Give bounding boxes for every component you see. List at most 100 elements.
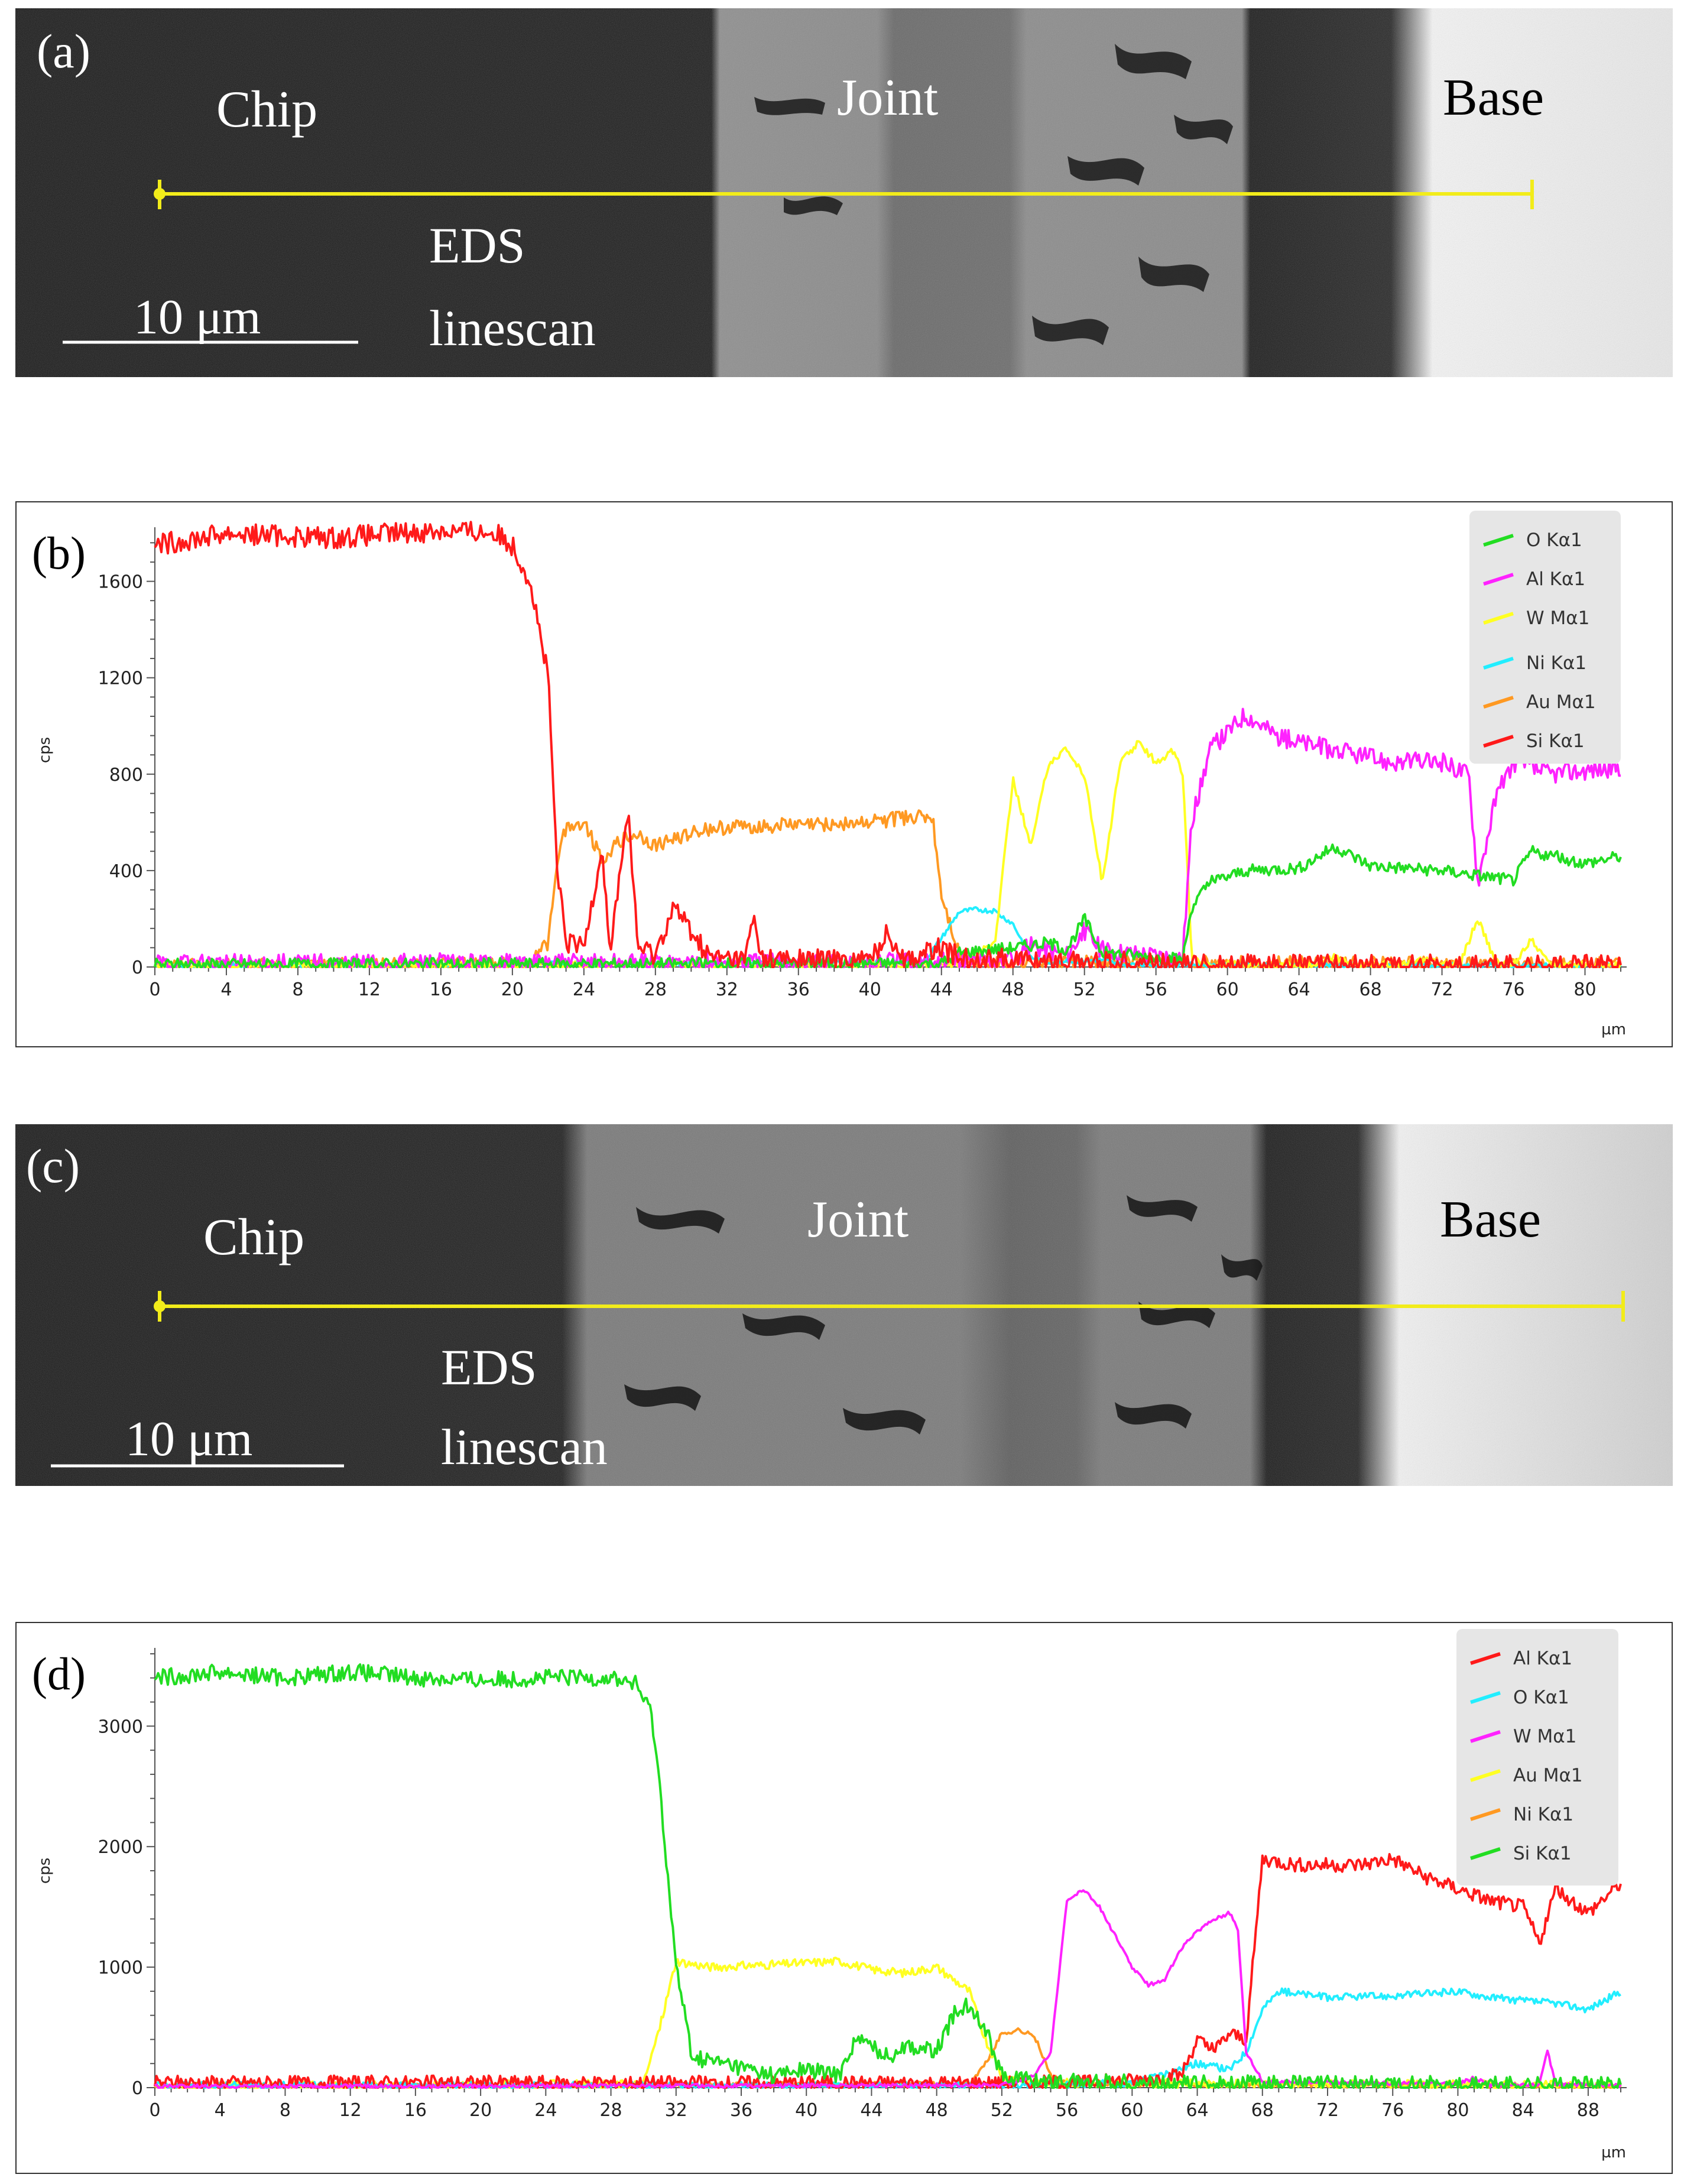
x-tick-label: 68 xyxy=(1359,979,1381,1000)
legend-swatch xyxy=(1470,1652,1501,1665)
x-tick-label: 20 xyxy=(469,2100,492,2121)
x-tick-label: 28 xyxy=(644,979,667,1000)
legend-label: W Mα1 xyxy=(1513,1726,1576,1747)
x-tick-label: 20 xyxy=(501,979,524,1000)
y-tick-label: 400 xyxy=(109,861,143,882)
x-tick-label: 36 xyxy=(730,2100,752,2121)
legend-swatch xyxy=(1470,1730,1501,1743)
x-tick-label: 80 xyxy=(1573,979,1596,1000)
x-tick-label: 24 xyxy=(534,2100,557,2121)
legend-swatch xyxy=(1483,735,1514,748)
x-axis-label: µm xyxy=(1601,2144,1626,2162)
x-tick-label: 28 xyxy=(599,2100,622,2121)
x-tick-label: 88 xyxy=(1577,2100,1599,2121)
legend-label: Si Kα1 xyxy=(1513,1843,1572,1864)
joint-label-c: Joint xyxy=(807,1191,908,1248)
x-tick-label: 64 xyxy=(1186,2100,1208,2121)
legend-label: Al Kα1 xyxy=(1513,1648,1572,1669)
legend-swatch xyxy=(1470,1808,1501,1821)
x-axis-label: µm xyxy=(1601,1021,1626,1039)
legend-label: O Kα1 xyxy=(1526,530,1582,551)
series-line-o xyxy=(154,843,1622,968)
scale-text-a: 10 μm xyxy=(134,290,261,345)
eds-label-c: EDS xyxy=(441,1339,537,1396)
y-tick-label: 2000 xyxy=(98,1837,143,1858)
x-tick-label: 4 xyxy=(220,979,232,1000)
x-tick-label: 60 xyxy=(1121,2100,1143,2121)
legend-swatch xyxy=(1483,657,1514,670)
x-tick-label: 32 xyxy=(716,979,738,1000)
x-tick-label: 24 xyxy=(573,979,595,1000)
y-tick-label: 1600 xyxy=(98,572,143,593)
legend-swatch xyxy=(1483,696,1514,709)
legend-swatch xyxy=(1470,1691,1501,1704)
panel-c-label: (c) xyxy=(26,1139,80,1193)
x-tick-label: 76 xyxy=(1381,2100,1404,2121)
legend-label: Si Kα1 xyxy=(1526,731,1585,752)
x-tick-label: 12 xyxy=(339,2100,362,2121)
x-tick-label: 16 xyxy=(430,979,452,1000)
x-tick-label: 4 xyxy=(215,2100,226,2121)
eds-label-a: EDS xyxy=(429,217,525,274)
sem-image-c: (c) Chip Joint Base EDS linescan 10 μm xyxy=(15,1124,1673,1486)
legend-label: Ni Kα1 xyxy=(1513,1804,1573,1825)
legend-swatch xyxy=(1470,1847,1501,1860)
linescan-label-a: linescan xyxy=(429,300,596,356)
x-tick-label: 0 xyxy=(149,979,160,1000)
x-tick-label: 52 xyxy=(1073,979,1096,1000)
scale-text-c: 10 μm xyxy=(125,1411,252,1466)
panel-a-label: (a) xyxy=(37,24,90,78)
x-tick-label: 80 xyxy=(1446,2100,1469,2121)
series-line-au xyxy=(154,1956,1622,2089)
x-tick-label: 84 xyxy=(1512,2100,1534,2121)
x-tick-label: 0 xyxy=(149,2100,160,2121)
legend-label: Ni Kα1 xyxy=(1526,653,1586,674)
y-tick-label: 1200 xyxy=(98,668,143,689)
x-tick-label: 56 xyxy=(1056,2100,1078,2121)
y-tick-label: 3000 xyxy=(98,1716,143,1737)
x-tick-label: 64 xyxy=(1288,979,1310,1000)
chip-label-a: Chip xyxy=(216,81,317,138)
x-tick-label: 60 xyxy=(1216,979,1239,1000)
series-line-si xyxy=(154,521,1622,968)
x-tick-label: 8 xyxy=(280,2100,291,2121)
x-tick-label: 76 xyxy=(1502,979,1524,1000)
linescan-start-marker-a xyxy=(154,188,166,200)
y-tick-label: 0 xyxy=(132,2078,143,2099)
y-tick-label: 0 xyxy=(132,958,143,978)
x-tick-label: 48 xyxy=(926,2100,948,2121)
legend-label: W Mα1 xyxy=(1526,608,1589,629)
x-tick-label: 8 xyxy=(292,979,303,1000)
linescan-label-c: linescan xyxy=(441,1419,608,1475)
x-tick-label: 68 xyxy=(1251,2100,1274,2121)
sem-image-a: (a) Chip Joint Base EDS linescan 10 μm xyxy=(15,8,1673,377)
series-line-o xyxy=(154,1987,1621,2089)
x-tick-label: 72 xyxy=(1430,979,1453,1000)
series-line-al xyxy=(154,1853,1622,2089)
chart-b: (b) 0 4 8 12 16 20 24 28 32 36 40 44 48 52 56 60 64 68 72 76… xyxy=(15,501,1673,1047)
legend-swatch xyxy=(1483,573,1514,586)
series-line-si xyxy=(154,1663,1622,2089)
chart-panel-label: (d) xyxy=(32,1648,86,1699)
x-tick-label: 44 xyxy=(860,2100,882,2121)
legend-label: Al Kα1 xyxy=(1526,569,1585,590)
x-tick-label: 32 xyxy=(665,2100,687,2121)
y-axis-label: cps xyxy=(36,1858,54,1884)
x-tick-label: 44 xyxy=(930,979,953,1000)
chart-panel-label: (b) xyxy=(32,527,86,579)
sem-image-a-canvas: (a) Chip Joint Base EDS linescan 10 μm xyxy=(15,8,1673,377)
x-tick-label: 36 xyxy=(787,979,810,1000)
x-tick-label: 56 xyxy=(1145,979,1167,1000)
x-tick-label: 40 xyxy=(859,979,881,1000)
y-tick-label: 800 xyxy=(109,765,143,786)
chart-d: (d) 0 4 8 12 16 20 24 28 32 36 40 44 48 52 56 60 64 68 72 76… xyxy=(15,1622,1673,2174)
y-axis-label: cps xyxy=(36,737,54,763)
legend-swatch xyxy=(1483,612,1514,625)
x-tick-label: 12 xyxy=(358,979,381,1000)
x-tick-label: 52 xyxy=(991,2100,1013,2121)
x-tick-label: 72 xyxy=(1316,2100,1339,2121)
chart-b-svg: (b)0 4 8 12 16 20 24 28 32 36 40 44 48 52 56 60 64 68 72 76… xyxy=(32,511,1627,1039)
legend-swatch xyxy=(1470,1769,1501,1782)
series-line-al xyxy=(154,708,1621,968)
linescan-start-marker-c xyxy=(154,1300,166,1312)
